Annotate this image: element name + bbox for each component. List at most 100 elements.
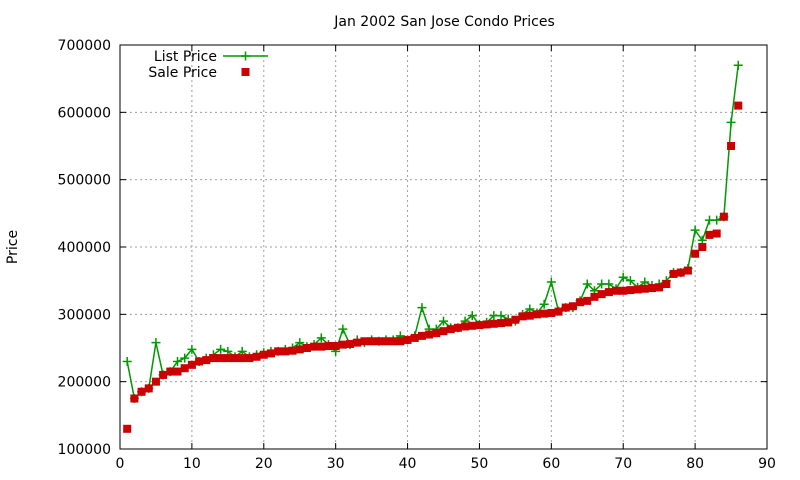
sale-price-point xyxy=(331,341,340,350)
sale-price-point xyxy=(274,347,283,356)
sale-price-point xyxy=(151,377,160,386)
sale-price-point xyxy=(338,340,347,349)
grid xyxy=(120,45,767,449)
list-price-point xyxy=(582,279,592,289)
sale-price-point xyxy=(568,302,577,311)
sale-price-point xyxy=(719,212,728,221)
sale-price-point xyxy=(425,330,434,339)
legend-label-sale-price: Sale Price xyxy=(148,65,217,81)
sale-price-point xyxy=(518,312,527,321)
chart-title: Jan 2002 San Jose Condo Prices xyxy=(333,14,555,30)
list-price-point xyxy=(733,60,743,70)
y-axis-label: Price xyxy=(5,230,21,264)
sale-price-point xyxy=(389,337,398,346)
sale-price-point xyxy=(683,266,692,275)
sale-price-point xyxy=(468,321,477,330)
legend-marker-sale-price xyxy=(241,68,250,76)
sale-price-point xyxy=(640,284,649,293)
sale-price-point xyxy=(647,284,656,293)
sale-price-point xyxy=(123,424,132,433)
sale-price-point xyxy=(295,345,304,354)
y-tick-label: 600000 xyxy=(58,105,111,121)
legend-marker-list-price xyxy=(241,51,250,61)
sale-price-point xyxy=(446,325,455,334)
sale-price-point xyxy=(324,341,333,350)
series-layer xyxy=(122,60,743,433)
sale-price-point xyxy=(259,350,268,359)
sale-price-point xyxy=(281,347,290,356)
sale-price-point xyxy=(195,357,204,366)
list-price-point xyxy=(618,272,628,282)
sale-price-point xyxy=(583,296,592,305)
legend-label-list-price: List Price xyxy=(154,49,217,65)
sale-price-point xyxy=(576,298,585,307)
sale-price-point xyxy=(662,280,671,289)
sale-price-point xyxy=(475,321,484,330)
sale-price-point xyxy=(403,335,412,344)
x-tick-label: 50 xyxy=(471,456,489,472)
sale-price-point xyxy=(439,327,448,336)
sale-price-point xyxy=(655,283,664,292)
sale-price-point xyxy=(288,346,297,355)
sale-price-point xyxy=(626,286,635,295)
y-tick-label: 400000 xyxy=(58,240,111,256)
sale-price-point xyxy=(590,292,599,301)
sale-price-point xyxy=(489,319,498,328)
sale-price-point xyxy=(669,269,678,278)
sale-price-point xyxy=(734,101,743,110)
sale-price-point xyxy=(346,339,355,348)
list-price-point xyxy=(625,276,635,286)
sale-price-point xyxy=(252,352,261,361)
x-tick-label: 20 xyxy=(255,456,273,472)
sale-price-point xyxy=(310,342,319,351)
list-price-point xyxy=(496,311,506,321)
sale-price-point xyxy=(417,331,426,340)
sale-price-point xyxy=(166,367,175,376)
ticks: 0 10 20 30 40 50 60 70 80 90 100000 200000 300000 400… xyxy=(58,38,776,472)
list-price-line xyxy=(126,65,739,400)
sale-price-point xyxy=(231,354,240,363)
list-price-point xyxy=(712,215,722,225)
sale-price-point xyxy=(266,349,275,358)
sale-price-point xyxy=(396,337,405,346)
list-price-point xyxy=(546,277,556,287)
sale-price-point xyxy=(504,318,513,327)
x-tick-label: 80 xyxy=(686,456,704,472)
sale-price-point xyxy=(712,229,721,238)
legend: List Price Sale Price xyxy=(148,49,268,81)
sale-price-point xyxy=(173,367,182,376)
x-tick-label: 10 xyxy=(183,456,201,472)
sale-price-point xyxy=(432,329,441,338)
sale-price-point xyxy=(353,338,362,347)
x-tick-label: 60 xyxy=(542,456,560,472)
sale-price-point xyxy=(245,354,254,363)
sale-price-point xyxy=(547,308,556,317)
sale-price-point xyxy=(597,290,606,299)
sale-price-point xyxy=(482,320,491,329)
x-tick-label: 90 xyxy=(758,456,776,472)
list-price-point xyxy=(467,311,477,321)
list-price-point xyxy=(439,316,448,326)
sale-price-point xyxy=(410,333,419,342)
sale-price-point xyxy=(705,230,714,239)
sale-price-point xyxy=(317,342,326,351)
sale-price-point xyxy=(238,354,247,363)
x-tick-label: 0 xyxy=(116,456,125,472)
sale-price-point xyxy=(180,364,189,373)
sale-price-point xyxy=(159,370,168,379)
sale-price-point xyxy=(209,354,218,363)
list-price-point xyxy=(726,117,736,127)
list-price-point xyxy=(604,279,614,289)
sale-price-point xyxy=(144,384,153,393)
list-price-point xyxy=(151,338,161,348)
y-tick-label: 500000 xyxy=(58,173,111,189)
sale-price-point xyxy=(367,337,376,346)
sale-price-point xyxy=(461,322,470,331)
sale-price-point xyxy=(130,394,139,403)
sale-price-point xyxy=(698,243,707,251)
sale-price-point xyxy=(216,354,225,363)
sale-price-point xyxy=(727,142,736,150)
sale-price-point xyxy=(525,311,534,320)
sale-price-point xyxy=(540,309,549,318)
